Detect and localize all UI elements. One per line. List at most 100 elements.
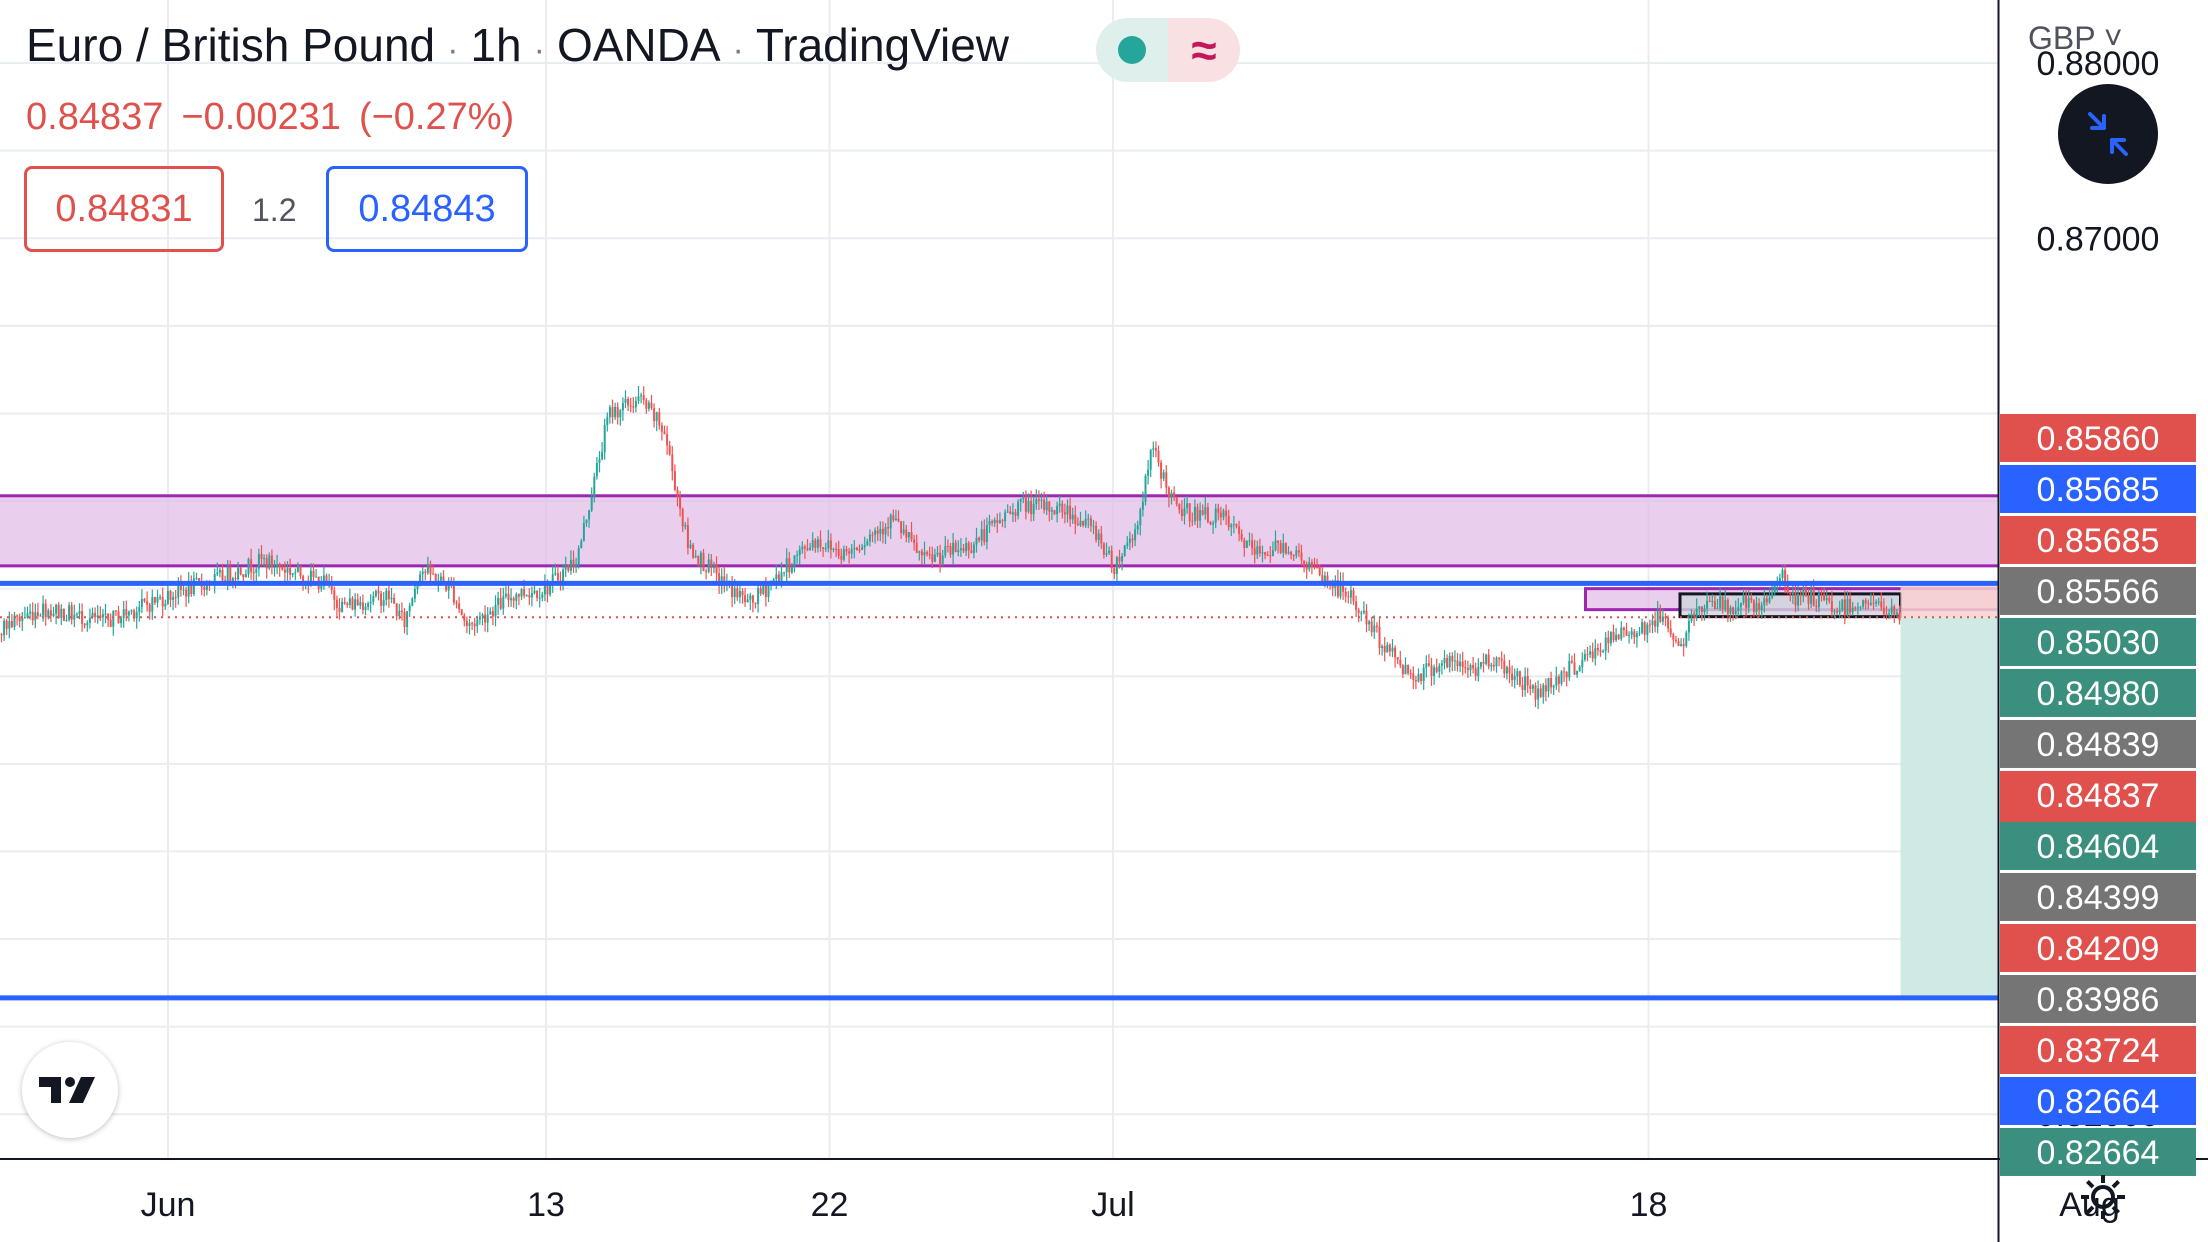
candle-body	[1872, 602, 1875, 604]
chart-title[interactable]: Euro / British Pound · 1h · OANDA · TradingVie…	[26, 18, 1009, 72]
market-status-pill[interactable]: ≈	[1096, 18, 1240, 82]
candle-body	[697, 556, 700, 566]
candle-body	[283, 569, 286, 573]
candle-body	[1742, 596, 1745, 603]
candle-body	[1277, 540, 1280, 543]
candle-body	[354, 599, 357, 610]
symbol-name[interactable]: Euro / British Pound	[26, 19, 436, 71]
candle-body	[1269, 555, 1272, 557]
candle-body	[569, 559, 572, 571]
candle-body	[1641, 622, 1644, 633]
candle-body	[905, 529, 908, 538]
price-label-text: 0.85685	[2037, 471, 2160, 509]
candle-body	[367, 603, 370, 607]
candle-body	[101, 614, 104, 618]
sell-button[interactable]: 0.84831	[24, 166, 224, 252]
candle-body	[1638, 632, 1641, 634]
candle-body	[205, 581, 208, 591]
candle-body	[1711, 600, 1714, 602]
candle-body	[1396, 657, 1399, 660]
candle-body	[866, 541, 869, 546]
candle-body	[1482, 661, 1485, 664]
candle-body	[1420, 673, 1423, 681]
candle-body	[333, 590, 336, 600]
buy-button[interactable]: 0.84843	[326, 166, 528, 252]
candle-body	[1305, 566, 1308, 570]
currency-selector[interactable]: GBP ˅	[2028, 20, 2123, 56]
candle-body	[1446, 658, 1449, 668]
candle-body	[845, 549, 848, 552]
candle-body	[1300, 552, 1303, 561]
candle-body	[738, 590, 741, 598]
price-label-text: 0.84839	[2037, 726, 2160, 764]
candle-body	[965, 542, 968, 552]
candle-body	[499, 598, 502, 609]
candle-body	[1745, 596, 1748, 608]
candle-body	[736, 588, 739, 598]
candle-body	[1869, 602, 1872, 605]
candle-body	[1248, 540, 1251, 542]
candle-body	[1466, 668, 1469, 671]
candle-body	[265, 558, 268, 569]
price-axis-tick-label: 0.88000	[2037, 45, 2160, 83]
candle-body	[320, 586, 323, 589]
price-label-box	[2000, 1127, 2196, 1176]
candle-body	[1355, 601, 1358, 610]
candle-body	[81, 611, 84, 625]
candle-body	[315, 576, 318, 578]
candle-body	[603, 425, 606, 453]
candle-body	[1108, 550, 1111, 553]
candle-body	[1843, 599, 1846, 615]
candle-body	[1316, 567, 1319, 569]
candle-body	[1349, 590, 1352, 598]
candle-body	[1859, 606, 1862, 608]
collapse-button[interactable]	[2058, 84, 2158, 184]
candle-body	[1196, 506, 1199, 521]
candle-body	[614, 406, 617, 418]
price-label-box	[2000, 1076, 2196, 1125]
candle-body	[52, 613, 55, 616]
tradingview-logo[interactable]	[22, 1042, 118, 1138]
time-axis[interactable]: Jun1322Jul18Aug10	[141, 1186, 2208, 1224]
candle-body	[1732, 607, 1735, 615]
candle-body	[1139, 509, 1142, 526]
candle-body	[1063, 512, 1066, 515]
candle-body	[1529, 685, 1532, 689]
candle-body	[281, 567, 284, 570]
candle-body	[871, 534, 874, 536]
interval[interactable]: 1h	[470, 19, 522, 71]
candle-body	[1578, 666, 1581, 671]
candle-body	[434, 573, 437, 584]
candle-body	[744, 595, 747, 603]
candle-body	[473, 623, 476, 627]
candle-body	[536, 590, 539, 598]
candle-body	[510, 598, 513, 601]
candle-body	[850, 548, 853, 554]
candle-body	[694, 556, 697, 558]
candle-body	[936, 552, 939, 555]
candle-body	[1555, 676, 1558, 686]
candle-body	[146, 601, 149, 605]
candle-body	[957, 550, 960, 553]
candle-body	[1620, 627, 1623, 639]
candle-body	[1469, 665, 1472, 671]
horizontal-levels[interactable]	[0, 580, 1998, 1001]
candle-body	[1019, 498, 1022, 502]
candle-body	[1846, 598, 1849, 615]
candle-body	[894, 518, 897, 521]
candle-body	[1149, 449, 1152, 470]
candle-body	[1703, 608, 1706, 612]
gear-icon[interactable]	[2078, 1172, 2128, 1222]
candle-body	[567, 565, 570, 571]
candle-body	[185, 589, 188, 597]
candle-body	[138, 607, 141, 613]
candle-body	[1693, 613, 1696, 617]
candle-body	[1628, 634, 1631, 636]
candle-body	[406, 611, 409, 628]
candle-body	[309, 570, 312, 584]
candle-body	[1882, 607, 1885, 614]
candle-body	[1544, 685, 1547, 692]
candle-body	[1526, 676, 1529, 686]
candle-body	[421, 571, 424, 575]
